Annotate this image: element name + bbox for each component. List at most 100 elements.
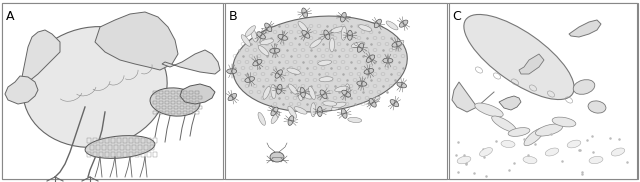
- Bar: [156, 106, 160, 109]
- Ellipse shape: [271, 107, 278, 116]
- Bar: [183, 100, 187, 104]
- Ellipse shape: [251, 29, 257, 42]
- Polygon shape: [519, 54, 544, 74]
- Ellipse shape: [320, 90, 327, 99]
- Ellipse shape: [501, 141, 515, 148]
- Bar: [141, 152, 145, 157]
- Bar: [153, 90, 157, 94]
- Polygon shape: [569, 20, 601, 37]
- Ellipse shape: [253, 60, 262, 66]
- Bar: [195, 110, 199, 114]
- Polygon shape: [499, 96, 521, 110]
- Ellipse shape: [552, 117, 576, 127]
- Ellipse shape: [317, 107, 323, 117]
- Ellipse shape: [288, 84, 298, 95]
- Bar: [96, 145, 100, 150]
- Bar: [162, 96, 166, 99]
- Ellipse shape: [397, 82, 406, 88]
- Bar: [165, 100, 169, 104]
- Bar: [117, 152, 121, 157]
- Ellipse shape: [340, 12, 346, 22]
- Ellipse shape: [588, 101, 606, 113]
- Polygon shape: [180, 84, 215, 104]
- Bar: [105, 152, 109, 157]
- Ellipse shape: [357, 43, 364, 52]
- Bar: [159, 90, 163, 94]
- Bar: [93, 152, 97, 157]
- Bar: [192, 106, 196, 109]
- Ellipse shape: [318, 60, 332, 66]
- Ellipse shape: [399, 20, 408, 27]
- Bar: [153, 110, 157, 114]
- Bar: [198, 96, 202, 99]
- Ellipse shape: [392, 41, 401, 47]
- Ellipse shape: [233, 16, 407, 112]
- Ellipse shape: [348, 30, 353, 40]
- Polygon shape: [95, 12, 178, 70]
- Ellipse shape: [271, 85, 276, 99]
- Ellipse shape: [324, 30, 330, 39]
- Ellipse shape: [369, 98, 376, 107]
- Bar: [102, 145, 106, 150]
- Bar: [111, 152, 115, 157]
- Ellipse shape: [300, 88, 305, 97]
- Bar: [177, 90, 181, 94]
- Bar: [87, 152, 91, 157]
- Bar: [192, 96, 196, 99]
- Ellipse shape: [258, 46, 269, 56]
- Bar: [147, 138, 151, 143]
- Bar: [153, 100, 157, 104]
- Ellipse shape: [492, 116, 516, 132]
- Ellipse shape: [263, 86, 270, 99]
- Ellipse shape: [228, 94, 237, 101]
- Ellipse shape: [294, 107, 307, 114]
- Bar: [195, 100, 199, 104]
- Ellipse shape: [260, 39, 274, 45]
- Ellipse shape: [302, 30, 310, 38]
- Ellipse shape: [302, 8, 307, 18]
- Ellipse shape: [287, 68, 300, 74]
- Ellipse shape: [524, 128, 544, 146]
- Bar: [111, 138, 115, 143]
- Ellipse shape: [265, 23, 272, 32]
- Bar: [138, 145, 142, 150]
- Ellipse shape: [523, 156, 537, 164]
- Ellipse shape: [374, 19, 381, 28]
- Bar: [156, 96, 160, 99]
- Ellipse shape: [150, 88, 200, 116]
- Ellipse shape: [270, 152, 284, 162]
- Bar: [99, 152, 103, 157]
- Ellipse shape: [332, 102, 346, 108]
- Bar: [165, 110, 169, 114]
- Bar: [186, 96, 190, 99]
- Text: C: C: [452, 10, 461, 23]
- Ellipse shape: [366, 55, 374, 62]
- Ellipse shape: [342, 90, 351, 97]
- Ellipse shape: [319, 77, 333, 82]
- Bar: [93, 138, 97, 143]
- Bar: [189, 100, 193, 104]
- Bar: [225, 3, 447, 179]
- Bar: [162, 106, 166, 109]
- Bar: [174, 106, 178, 109]
- Ellipse shape: [298, 87, 303, 101]
- Bar: [87, 138, 91, 143]
- Bar: [168, 106, 172, 109]
- Ellipse shape: [245, 77, 255, 82]
- Bar: [135, 138, 139, 143]
- Ellipse shape: [288, 106, 296, 118]
- Ellipse shape: [611, 148, 625, 156]
- Ellipse shape: [330, 38, 335, 52]
- Bar: [189, 90, 193, 94]
- Ellipse shape: [589, 156, 603, 164]
- Bar: [195, 90, 199, 94]
- Bar: [2, 3, 223, 179]
- Ellipse shape: [310, 39, 321, 48]
- Bar: [153, 152, 157, 157]
- Bar: [180, 106, 184, 109]
- Ellipse shape: [545, 148, 559, 156]
- Ellipse shape: [257, 32, 266, 39]
- Bar: [171, 90, 175, 94]
- Bar: [129, 152, 133, 157]
- Bar: [168, 96, 172, 99]
